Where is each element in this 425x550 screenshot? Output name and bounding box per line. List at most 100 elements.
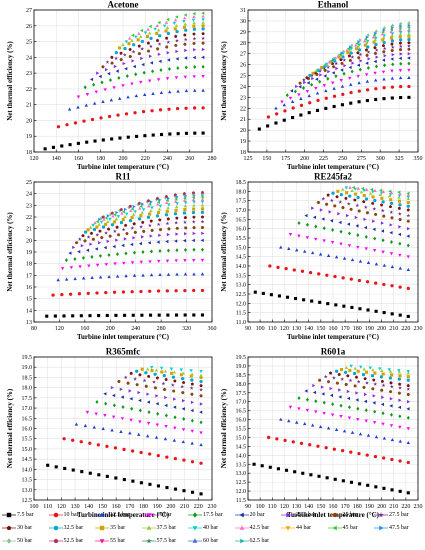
data-point — [373, 45, 377, 49]
data-point — [183, 313, 187, 317]
data-point — [96, 71, 100, 75]
data-point — [164, 413, 168, 418]
data-point — [174, 220, 179, 225]
data-point — [148, 212, 152, 216]
data-point — [406, 407, 410, 411]
legend-label: 60 bar — [203, 538, 219, 544]
data-point — [173, 415, 177, 420]
data-point — [201, 27, 205, 31]
data-point — [283, 438, 287, 443]
data-point — [153, 27, 157, 31]
data-point — [199, 387, 203, 392]
data-point — [115, 69, 119, 73]
data-point — [374, 31, 378, 35]
data-point — [156, 484, 160, 488]
data-point — [74, 422, 79, 426]
data-point — [201, 36, 206, 41]
data-point — [348, 45, 353, 49]
data-point — [115, 252, 119, 257]
data-point — [390, 438, 395, 442]
data-point — [302, 298, 306, 302]
data-point — [94, 90, 99, 94]
x-tick-label: 140 — [304, 504, 313, 510]
data-point — [191, 238, 195, 243]
data-point — [390, 25, 395, 30]
data-point — [341, 92, 345, 96]
data-point — [80, 470, 84, 474]
data-point — [155, 23, 159, 28]
y-tick-label: 19 — [240, 139, 246, 145]
data-point — [111, 415, 116, 419]
data-point — [389, 36, 394, 40]
data-point — [200, 258, 205, 263]
data-point — [139, 260, 143, 264]
data-point — [382, 77, 386, 81]
data-point — [372, 401, 376, 405]
data-point — [86, 248, 90, 252]
data-point — [138, 408, 142, 413]
data-point — [152, 380, 156, 384]
data-point — [115, 225, 119, 229]
legend-label: 25 bar — [342, 512, 358, 518]
data-point — [98, 229, 102, 233]
data-point — [319, 73, 323, 77]
data-point — [398, 203, 402, 207]
data-point — [192, 55, 196, 60]
data-point — [363, 392, 368, 397]
data-point — [175, 202, 179, 206]
data-point — [324, 446, 328, 450]
data-point — [299, 441, 304, 445]
data-point — [105, 60, 110, 64]
x-tick-label: 170 — [341, 326, 350, 332]
data-point — [284, 468, 289, 472]
data-point — [322, 400, 326, 405]
y-axis-label: Net thermal efficiency (%) — [220, 388, 228, 468]
legend-marker-icon — [374, 512, 388, 518]
data-point — [406, 200, 410, 205]
data-point — [348, 58, 353, 62]
data-point — [337, 372, 341, 376]
legend-item: 27.5 bar — [374, 509, 409, 521]
data-point — [397, 369, 401, 373]
data-point — [355, 391, 359, 395]
data-point — [285, 93, 289, 98]
data-point — [69, 266, 74, 270]
y-tick-label: 17.5 — [236, 199, 247, 205]
data-point — [364, 48, 369, 52]
data-point — [118, 46, 122, 50]
data-point — [133, 376, 138, 381]
data-point — [381, 35, 386, 39]
x-tick-label: 130 — [71, 504, 80, 510]
data-point — [288, 233, 293, 237]
data-point — [311, 71, 315, 75]
y-tick-label: 25 — [26, 180, 32, 186]
data-point — [130, 290, 134, 294]
y-tick-label: 12.0 — [236, 301, 247, 307]
data-point — [121, 243, 125, 248]
data-point — [341, 276, 345, 280]
y-tick-label: 13.0 — [236, 283, 247, 289]
data-point — [406, 208, 410, 212]
data-point — [334, 255, 339, 259]
y-tick-label: 12.0 — [236, 489, 247, 495]
legend-item: 15 bar — [141, 509, 172, 521]
data-point — [293, 89, 297, 94]
legend-item: 12.5 bar — [95, 509, 130, 521]
data-point — [406, 255, 410, 259]
data-point — [340, 103, 344, 107]
data-point — [113, 262, 117, 266]
data-point — [136, 38, 140, 42]
data-point — [110, 385, 114, 390]
data-point — [174, 197, 178, 201]
data-point — [354, 43, 358, 47]
data-point — [167, 203, 171, 207]
x-tick-label: 160 — [74, 156, 83, 162]
data-point — [257, 127, 261, 131]
data-point — [389, 29, 393, 34]
data-point — [141, 273, 145, 277]
data-point — [303, 80, 307, 85]
data-point — [352, 371, 357, 376]
data-point — [356, 233, 360, 238]
data-point — [200, 313, 205, 317]
data-point — [360, 186, 364, 191]
